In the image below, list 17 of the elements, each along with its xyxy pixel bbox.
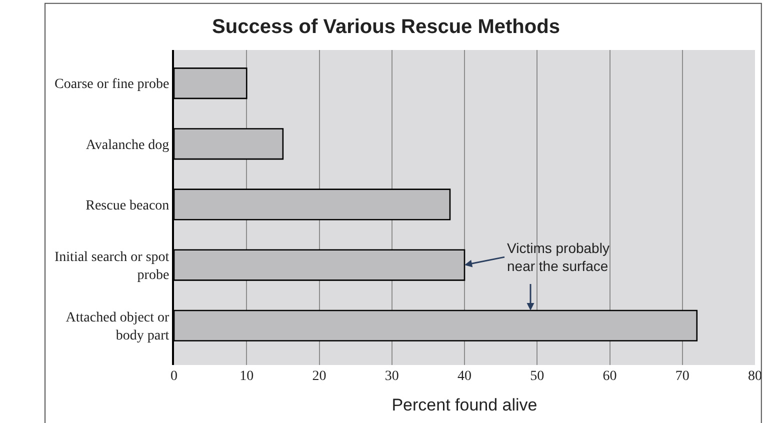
y-tick-label: Rescue beacon [86, 198, 170, 214]
y-tick-label: Coarse or fine probe [54, 77, 170, 92]
x-tick-label: 40 [458, 369, 472, 384]
x-tick-label: 30 [384, 369, 399, 384]
x-tick-label: 10 [240, 369, 254, 384]
x-tick-label: 0 [170, 369, 178, 384]
x-tick-label: 20 [312, 369, 326, 384]
x-axis-title: Percent found alive [392, 395, 538, 414]
x-tick-label: 60 [602, 369, 617, 384]
y-tick-label: Attached object or body part [66, 310, 170, 344]
annotation: Victims probably near the surface [507, 240, 610, 274]
y-tick-label: Initial search or spot probe [54, 250, 170, 284]
x-tick-label: 80 [748, 369, 762, 384]
y-tick-label: Avalanche dog [86, 138, 170, 153]
x-tick-label: 50 [530, 369, 544, 384]
chart-title: Success of Various Rescue Methods [212, 16, 560, 38]
x-tick-label: 70 [675, 369, 690, 384]
